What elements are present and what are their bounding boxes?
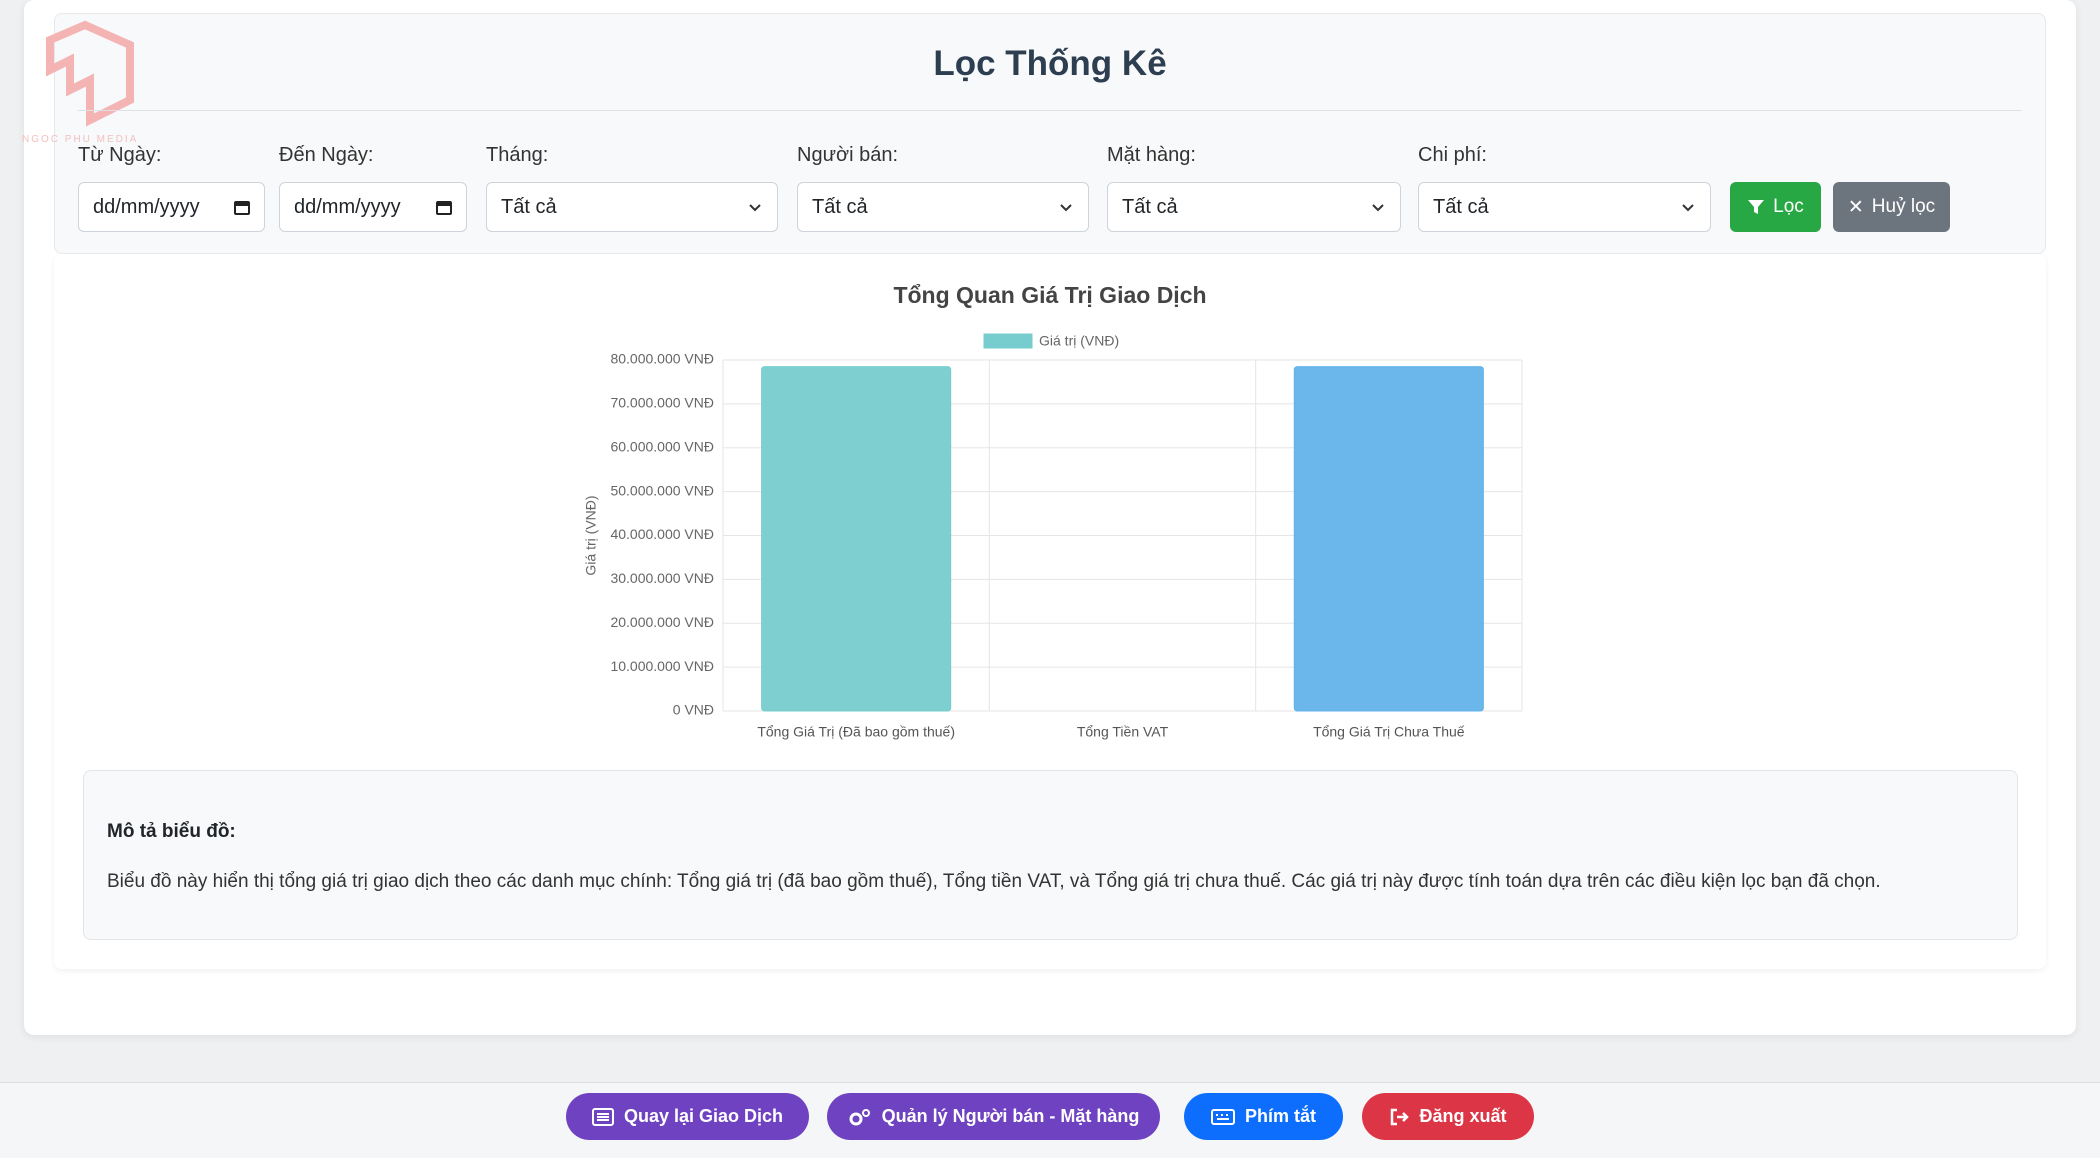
y-tick-label: 10.000.000 VNĐ <box>610 658 714 674</box>
description-heading: Mô tả biểu đồ: <box>107 821 236 842</box>
y-tick-label: 40.000.000 VNĐ <box>610 526 714 542</box>
y-tick-label: 70.000.000 VNĐ <box>610 395 714 411</box>
logout-button[interactable]: Đăng xuất <box>1362 1093 1534 1140</box>
description-text: Biểu đồ này hiển thị tổng giá trị giao d… <box>107 871 1881 892</box>
field-value: Tất cả <box>812 195 868 218</box>
clear-button-text: Huỷ lọc <box>1871 196 1936 217</box>
field-label: Tháng: <box>486 144 549 166</box>
chevron-icon <box>1060 204 1072 212</box>
field-value: dd/mm/yyyy <box>93 195 200 218</box>
chevron-icon <box>749 204 761 212</box>
manage-button[interactable]: Quản lý Người bán - Mặt hàng <box>827 1093 1160 1140</box>
logo <box>46 20 134 127</box>
calendar-icon <box>436 201 452 215</box>
bar <box>761 366 952 712</box>
field-value: Tất cả <box>1433 195 1489 218</box>
y-tick-label: 0 VNĐ <box>673 702 714 718</box>
bar <box>1293 366 1484 712</box>
y-axis-label: Giá trị (VNĐ) <box>583 495 599 575</box>
date-input[interactable]: dd/mm/yyyy <box>78 182 265 232</box>
field-label: Chi phí: <box>1418 144 1487 166</box>
filter-button-text: Lọc <box>1773 196 1804 217</box>
field-label: Mặt hàng: <box>1107 144 1196 166</box>
select[interactable]: Tất cả <box>486 182 778 232</box>
y-tick-label: 60.000.000 VNĐ <box>610 438 714 454</box>
field-label: Người bán: <box>797 144 898 166</box>
filter-title: Lọc Thống Kê <box>933 44 1167 83</box>
manage-button-text: Quản lý Người bán - Mặt hàng <box>881 1106 1140 1126</box>
logout-icon <box>1391 1108 1410 1125</box>
x-tick-label: Tổng Giá Trị Chưa Thuế <box>1313 724 1465 740</box>
chevron-icon <box>1372 204 1384 212</box>
date-input[interactable]: dd/mm/yyyy <box>279 182 467 232</box>
field-value: dd/mm/yyyy <box>294 195 401 218</box>
back-button[interactable]: Quay lại Giao Dịch <box>566 1093 809 1140</box>
gear-icon <box>849 1108 870 1125</box>
keyboard-icon <box>1210 1108 1235 1125</box>
x-tick-label: Tổng Tiền VAT <box>1077 724 1169 740</box>
chart: Tổng Quan Giá Trị Giao Dịch Giá trị (VNĐ)… <box>583 282 1523 740</box>
field-label: Từ Ngày: <box>78 144 162 166</box>
clear-button[interactable]: ✕ Huỷ lọc <box>1833 182 1950 232</box>
back-button-text: Quay lại Giao Dịch <box>623 1106 784 1126</box>
y-tick-label: 50.000.000 VNĐ <box>610 482 714 498</box>
legend-label: Giá trị (VNĐ) <box>1039 333 1119 349</box>
select[interactable]: Tất cả <box>797 182 1089 232</box>
divider <box>78 110 2022 111</box>
field-value: Tất cả <box>1122 195 1178 218</box>
shortcut-button-text: Phím tắt <box>1244 1106 1316 1126</box>
watermark: NGOC PHU MEDIA <box>22 134 139 145</box>
filter-icon <box>1748 200 1765 214</box>
description-box <box>83 770 2018 940</box>
x-tick-label: Tổng Giá Trị (Đã bao gồm thuế) <box>757 724 955 740</box>
chart-title: Tổng Quan Giá Trị Giao Dịch <box>893 282 1206 308</box>
field-label: Đến Ngày: <box>279 144 374 166</box>
logout-button-text: Đăng xuất <box>1419 1106 1507 1126</box>
y-tick-label: 20.000.000 VNĐ <box>610 614 714 630</box>
select[interactable]: Tất cả <box>1418 182 1711 232</box>
chevron-icon <box>1682 204 1694 212</box>
select[interactable]: Tất cả <box>1107 182 1401 232</box>
y-tick-label: 80.000.000 VNĐ <box>610 351 714 367</box>
list-icon <box>591 1107 614 1126</box>
clear-icon: ✕ <box>1847 196 1864 218</box>
filter-button[interactable]: Lọc <box>1730 182 1821 232</box>
y-tick-label: 30.000.000 VNĐ <box>610 570 714 586</box>
legend-swatch <box>983 333 1033 349</box>
shortcut-button[interactable]: Phím tắt <box>1184 1093 1343 1140</box>
field-value: Tất cả <box>501 195 557 218</box>
calendar-icon <box>234 201 250 215</box>
